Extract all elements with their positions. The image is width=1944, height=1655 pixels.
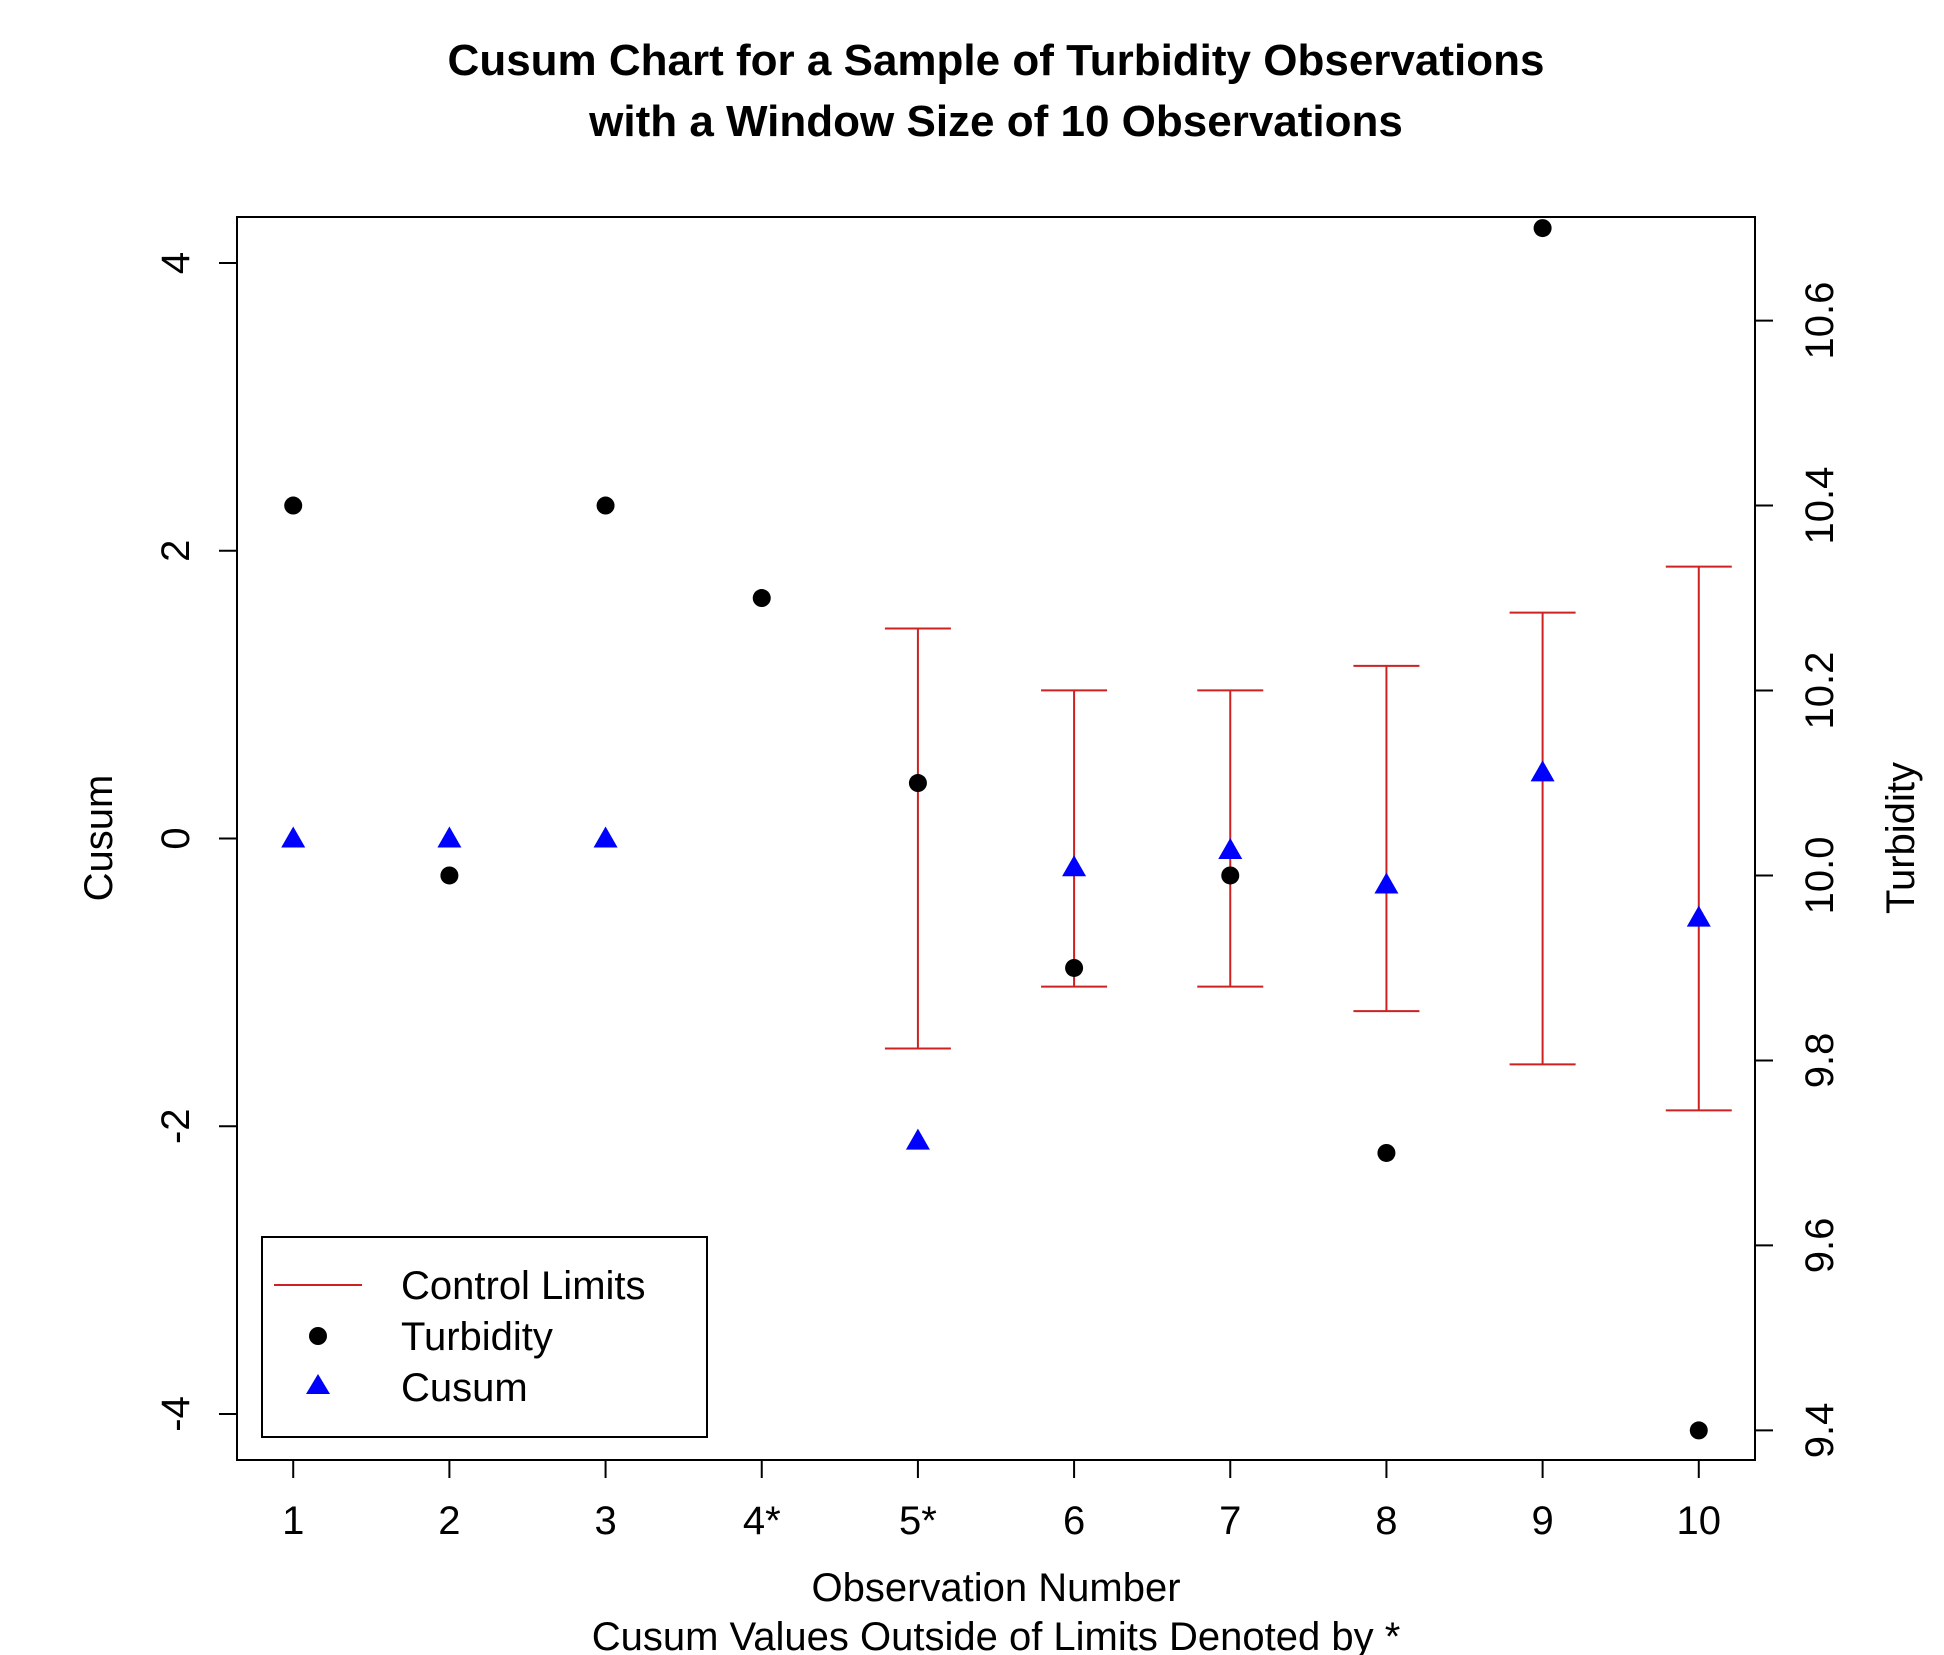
y2-tick-label: 10.6 [1798, 282, 1842, 360]
y-axis-left: -4 -2 0 2 4 [154, 252, 237, 1432]
x-axis: 1 2 3 4* 5* 6 7 8 9 10 [282, 1460, 1721, 1543]
chart-title-line-1: Cusum Chart for a Sample of Turbidity Ob… [448, 36, 1545, 85]
x-axis-label: Observation Number [811, 1566, 1180, 1610]
legend-turbidity-label: Turbidity [401, 1315, 553, 1359]
cusum-point [1062, 855, 1087, 877]
turbidity-point [596, 496, 615, 515]
y2-tick-label: 10.0 [1798, 837, 1842, 915]
turbidity-point [752, 589, 771, 608]
cusum-point [1686, 905, 1711, 927]
turbidity-point [1689, 1421, 1708, 1440]
y2-tick-label: 9.4 [1798, 1403, 1842, 1459]
y2-tick-label: 9.6 [1798, 1218, 1842, 1274]
legend-turbidity-swatch [309, 1327, 327, 1345]
x-tick-label: 1 [282, 1499, 304, 1543]
x-tick-label: 4* [743, 1499, 781, 1543]
cusum-point [437, 826, 462, 848]
chart-title-line-2: with a Window Size of 10 Observations [588, 97, 1403, 146]
x-tick-label: 10 [1677, 1499, 1722, 1543]
legend-cusum-swatch [306, 1374, 330, 1394]
y2-tick-label: 9.8 [1798, 1033, 1842, 1089]
y-tick-label: 0 [154, 827, 198, 849]
chart-subtitle: Cusum Values Outside of Limits Denoted b… [592, 1615, 1401, 1655]
x-tick-label: 3 [594, 1499, 616, 1543]
x-tick-label: 8 [1375, 1499, 1397, 1543]
cusum-point [593, 826, 618, 848]
y2-tick-label: 10.4 [1798, 467, 1842, 545]
cusum-point [1530, 760, 1555, 782]
y-tick-label: 2 [154, 540, 198, 562]
chart-title: Cusum Chart for a Sample of Turbidity Ob… [448, 36, 1545, 146]
turbidity-point [284, 496, 303, 515]
control-limits-group [884, 565, 1732, 1112]
cusum-point [1218, 838, 1243, 860]
turbidity-point [1221, 866, 1240, 885]
y-axis-right: 9.4 9.6 9.8 10.0 10.2 10.4 10.6 [1755, 282, 1842, 1459]
y-tick-label: 4 [154, 252, 198, 274]
turbidity-point [1377, 1143, 1396, 1162]
x-tick-label: 9 [1531, 1499, 1553, 1543]
cusum-point [281, 826, 306, 848]
x-tick-label: 2 [438, 1499, 460, 1543]
cusum-series [281, 760, 1711, 1150]
legend: Control Limits Turbidity Cusum [261, 1236, 708, 1438]
legend-box [261, 1236, 708, 1438]
cusum-point [1374, 872, 1399, 894]
y-tick-label: -2 [154, 1108, 198, 1144]
y2-axis-label: Turbidity [1879, 762, 1923, 914]
cusum-point [905, 1128, 930, 1150]
turbidity-point [1065, 958, 1084, 977]
x-tick-label: 7 [1219, 1499, 1241, 1543]
x-tick-label: 5* [899, 1499, 937, 1543]
turbidity-point [440, 866, 459, 885]
y2-tick-label: 10.2 [1798, 652, 1842, 730]
turbidity-series [284, 219, 1708, 1440]
turbidity-point [1533, 219, 1552, 238]
legend-cusum-label: Cusum [401, 1366, 528, 1410]
y-axis-label: Cusum [77, 775, 121, 902]
y-tick-label: -4 [154, 1396, 198, 1432]
turbidity-point [908, 774, 927, 793]
x-tick-label: 6 [1063, 1499, 1085, 1543]
legend-control-limits-label: Control Limits [401, 1264, 646, 1308]
